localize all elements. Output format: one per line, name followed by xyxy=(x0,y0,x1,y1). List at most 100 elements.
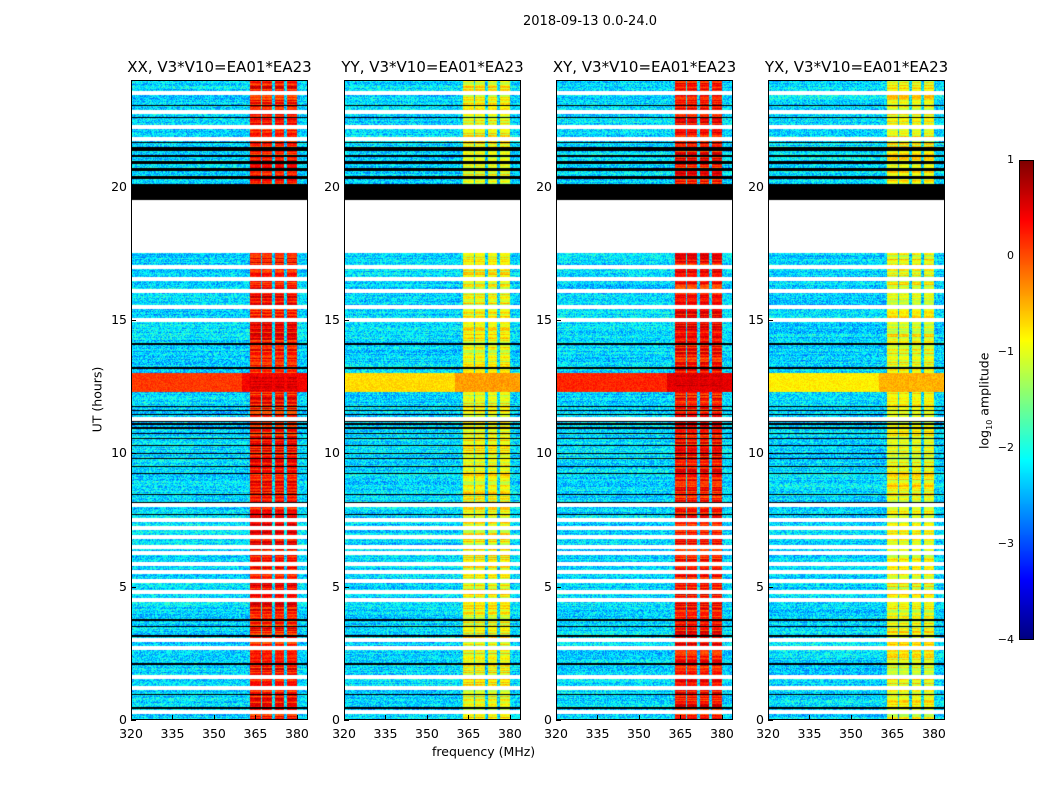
x-tick-label: 365 xyxy=(243,726,268,741)
y-tick-mark xyxy=(768,453,773,455)
x-tick-mark xyxy=(721,715,723,720)
x-tick-label: 365 xyxy=(880,726,905,741)
y-tick-label: 20 xyxy=(324,178,340,194)
y-tick-mark xyxy=(344,186,349,188)
x-tick-label: 380 xyxy=(710,726,734,741)
y-tick-label: 20 xyxy=(536,178,552,194)
panel-title: YY, V3*V10=EA01*EA23 xyxy=(341,58,524,76)
y-tick-mark xyxy=(131,453,136,455)
spectrogram-panel: XX, V3*V10=EA01*EA23 320 335 350 365 380 0 5 10 1… xyxy=(111,58,312,741)
y-tick-label: 5 xyxy=(756,578,764,594)
x-tick-label: 350 xyxy=(627,726,651,741)
x-tick-mark xyxy=(768,715,769,720)
y-tick-label: 10 xyxy=(111,445,127,461)
y-tick-mark xyxy=(131,586,136,588)
panel-title: XY, V3*V10=EA01*EA23 xyxy=(552,58,737,76)
spectrogram-panel: YX, V3*V10=EA01*EA23 320 335 350 365 380 0 5 10 1… xyxy=(748,58,948,741)
y-tick-mark xyxy=(556,720,561,721)
y-tick-label: 10 xyxy=(324,445,340,461)
axes-frame xyxy=(768,80,945,720)
y-tick-label: 10 xyxy=(536,445,552,461)
x-tick-mark xyxy=(213,715,215,720)
x-axis-label: frequency (MHz) xyxy=(432,744,536,759)
y-tick-mark xyxy=(768,320,773,321)
x-tick-mark xyxy=(933,715,935,720)
y-tick-label: 0 xyxy=(544,712,552,727)
y-tick-mark xyxy=(768,586,773,588)
x-tick-label: 320 xyxy=(119,726,143,741)
y-tick-mark xyxy=(344,720,349,721)
x-tick-label: 365 xyxy=(456,726,481,741)
axes-frame xyxy=(344,80,521,720)
colorbar-tick-label: −1 xyxy=(997,345,1014,358)
y-tick-label: 0 xyxy=(756,712,764,727)
colorbar-label: log10 amplitude xyxy=(976,352,994,449)
panel-title: XX, V3*V10=EA01*EA23 xyxy=(127,58,312,76)
x-tick-mark xyxy=(172,715,174,720)
x-tick-label: 320 xyxy=(544,726,568,741)
x-tick-mark xyxy=(509,715,511,720)
y-tick-label: 20 xyxy=(111,178,127,194)
x-tick-mark xyxy=(131,715,132,720)
x-tick-label: 320 xyxy=(756,726,780,741)
colorbar-tick-label: 0 xyxy=(1007,249,1014,262)
heatmap-cells xyxy=(131,80,308,720)
x-tick-mark xyxy=(385,715,387,720)
y-tick-label: 5 xyxy=(332,578,340,594)
y-tick-mark xyxy=(556,586,561,588)
x-tick-label: 380 xyxy=(922,726,946,741)
x-tick-mark xyxy=(892,715,894,720)
x-tick-mark xyxy=(597,715,599,720)
x-tick-mark xyxy=(344,715,345,720)
y-tick-mark xyxy=(131,320,136,321)
x-tick-label: 350 xyxy=(839,726,863,741)
x-tick-label: 380 xyxy=(498,726,522,741)
x-tick-mark xyxy=(809,715,811,720)
colorbar-tick-label: 1 xyxy=(1007,153,1014,166)
x-tick-label: 335 xyxy=(160,726,185,741)
y-tick-label: 10 xyxy=(748,445,764,461)
y-tick-label: 15 xyxy=(748,312,764,327)
y-tick-label: 15 xyxy=(324,312,340,327)
y-tick-mark xyxy=(556,320,561,321)
heatmap-cells xyxy=(768,80,945,720)
y-tick-label: 15 xyxy=(536,312,552,327)
y-tick-label: 5 xyxy=(119,578,127,594)
x-tick-mark xyxy=(296,715,298,720)
panel-title: YX, V3*V10=EA01*EA23 xyxy=(764,58,949,76)
x-tick-mark xyxy=(556,715,557,720)
y-tick-label: 5 xyxy=(544,578,552,594)
colorbar xyxy=(1019,160,1034,640)
y-tick-mark xyxy=(344,453,349,455)
x-tick-label: 365 xyxy=(668,726,693,741)
y-tick-mark xyxy=(344,320,349,321)
x-tick-label: 335 xyxy=(373,726,398,741)
y-tick-mark xyxy=(131,186,136,188)
axes-frame xyxy=(556,80,733,720)
y-tick-mark xyxy=(131,720,136,721)
y-axis-label: UT (hours) xyxy=(89,366,105,433)
y-tick-mark xyxy=(556,186,561,188)
x-tick-label: 380 xyxy=(285,726,309,741)
y-tick-label: 0 xyxy=(332,712,340,727)
figure-title: 2018-09-13 0.0-24.0 xyxy=(523,14,657,29)
y-tick-mark xyxy=(556,453,561,455)
x-tick-mark xyxy=(680,715,682,720)
spectrogram-panel: XY, V3*V10=EA01*EA23 320 335 350 365 380 0 5 10 1… xyxy=(536,58,736,741)
spectrogram-panel: YY, V3*V10=EA01*EA23 320 335 350 365 380 0 5 10 1… xyxy=(324,58,524,741)
x-tick-mark xyxy=(850,715,852,720)
x-tick-label: 320 xyxy=(332,726,356,741)
y-tick-mark xyxy=(344,586,349,588)
x-tick-mark xyxy=(468,715,470,720)
x-tick-mark xyxy=(426,715,428,720)
y-tick-label: 20 xyxy=(748,178,764,194)
y-tick-label: 15 xyxy=(111,312,127,327)
axes-frame xyxy=(131,80,308,720)
x-tick-label: 350 xyxy=(202,726,226,741)
colorbar-tick-label: −4 xyxy=(997,633,1014,646)
x-tick-mark xyxy=(638,715,640,720)
colorbar-tick-label: −3 xyxy=(997,537,1014,550)
x-tick-label: 335 xyxy=(797,726,822,741)
x-tick-mark xyxy=(255,715,257,720)
